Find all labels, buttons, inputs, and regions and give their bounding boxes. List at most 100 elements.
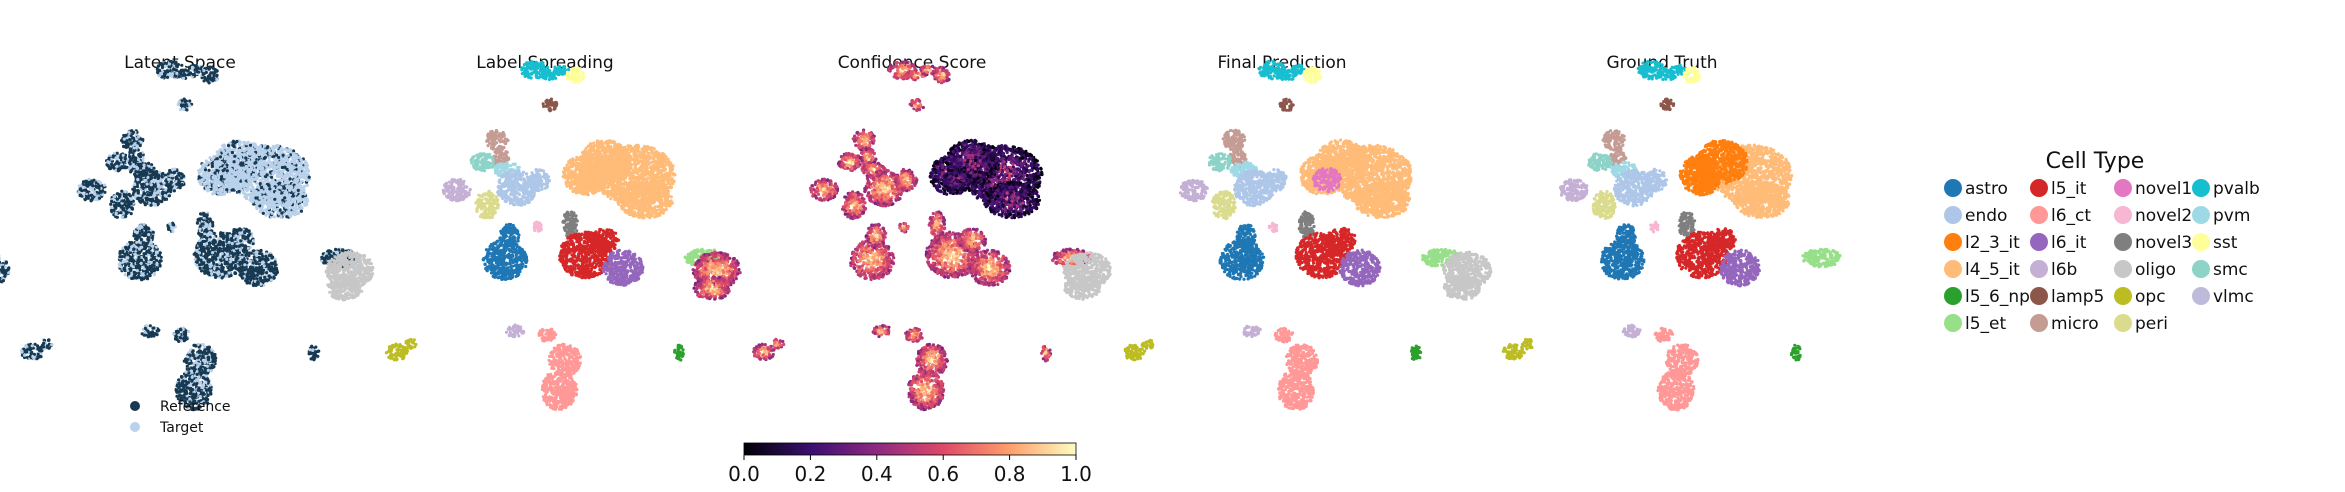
point-l4_5_it: [264, 213, 268, 217]
point-l4_5_it: [301, 171, 305, 175]
point-l4_5_it: [242, 140, 246, 145]
point-pvalb: [155, 67, 159, 71]
point-l4_5_it: [248, 152, 252, 156]
point-l4_5_it: [250, 160, 254, 164]
point-pvalb: [194, 64, 198, 68]
point-smc: [121, 165, 125, 169]
point-l5_it: [210, 247, 214, 251]
point-l2_3_it: [210, 157, 214, 161]
point-peri: [109, 208, 114, 213]
point-l5_it: [225, 257, 229, 261]
point-novel1: [217, 181, 221, 185]
point-sst: [212, 73, 216, 78]
point-endo: [143, 173, 148, 178]
point-l4_5_it: [247, 163, 251, 167]
point-l6b: [77, 190, 81, 194]
point-pvm: [147, 161, 151, 165]
point-l6b: [93, 197, 98, 202]
point-novel2: [172, 223, 176, 227]
point-l4_5_it: [252, 142, 256, 146]
point-l4_5_it: [286, 153, 290, 157]
point-l4_5_it: [258, 210, 262, 214]
point-peri: [125, 197, 130, 201]
point-l4_5_it: [247, 173, 251, 177]
point-micro: [129, 141, 134, 145]
point-peri: [115, 197, 119, 201]
point-peri: [119, 204, 123, 208]
point-peri: [109, 206, 113, 210]
point-l4_5_it: [226, 144, 231, 148]
point-endo: [145, 182, 149, 186]
point-endo: [160, 192, 165, 196]
point-l6b: [87, 177, 91, 181]
point-l4_5_it: [292, 161, 296, 165]
point-l4_5_it: [237, 165, 241, 169]
point-l4_5_it: [221, 149, 225, 153]
point-l6b: [85, 189, 89, 193]
point-l5_it: [207, 258, 211, 262]
point-l5_it: [199, 243, 203, 247]
point-l4_5_it: [232, 160, 236, 164]
point-l5_it: [209, 269, 213, 273]
point-peri: [129, 212, 133, 216]
point-endo: [167, 194, 171, 198]
point-l4_5_it: [264, 208, 268, 212]
point-endo: [134, 193, 138, 197]
point-micro: [139, 140, 143, 144]
point-novel3: [208, 223, 212, 227]
point-pvm: [129, 169, 133, 173]
point-l5_it: [203, 254, 207, 258]
point-l5_it: [213, 247, 217, 251]
point-peri: [113, 195, 117, 199]
point-lamp5: [180, 99, 184, 103]
point-pvalb: [196, 70, 200, 74]
point-l5_it: [221, 235, 225, 240]
point-micro: [129, 134, 133, 138]
point-l4_5_it: [260, 189, 264, 193]
point-l2_3_it: [203, 168, 208, 172]
point-l2_3_it: [200, 167, 204, 171]
point-endo: [153, 203, 157, 207]
point-endo: [156, 180, 160, 184]
point-l4_5_it: [243, 152, 247, 156]
point-l4_5_it: [298, 204, 302, 208]
point-l4_5_it: [250, 200, 255, 204]
point-endo: [157, 183, 161, 187]
point-l4_5_it: [284, 202, 288, 206]
point-pvm: [139, 162, 143, 166]
point-endo: [156, 176, 160, 181]
point-l4_5_it: [250, 163, 254, 167]
point-pvalb: [175, 71, 179, 75]
point-l5_it: [210, 272, 214, 276]
point-l4_5_it: [249, 168, 253, 172]
point-endo: [157, 170, 162, 174]
point-pvm: [135, 166, 140, 170]
point-l4_5_it: [258, 160, 262, 164]
point-smc: [123, 153, 128, 157]
point-peri: [124, 214, 128, 218]
point-l4_5_it: [238, 141, 242, 145]
point-sst: [202, 79, 206, 83]
point-l4_5_it: [284, 205, 288, 209]
point-smc: [124, 166, 128, 170]
point-l5_it: [241, 248, 245, 252]
point-l4_5_it: [270, 165, 274, 169]
point-l4_5_it: [294, 177, 298, 181]
point-sst: [215, 77, 219, 82]
point-pvalb: [170, 74, 174, 78]
point-l4_5_it: [254, 160, 258, 165]
point-l4_5_it: [267, 148, 271, 152]
point-l6b: [99, 181, 103, 185]
point-l5_it: [207, 241, 212, 245]
point-l5_it: [218, 255, 222, 259]
point-micro: [127, 142, 131, 146]
point-l4_5_it: [246, 169, 250, 173]
point-endo: [153, 183, 157, 188]
point-l4_5_it: [254, 196, 258, 200]
point-lamp5: [188, 104, 192, 108]
point-l2_3_it: [202, 182, 206, 186]
point-l5_it: [233, 264, 237, 269]
point-l4_5_it: [244, 156, 248, 160]
point-l4_5_it: [215, 157, 219, 161]
point-l5_it: [231, 232, 235, 236]
